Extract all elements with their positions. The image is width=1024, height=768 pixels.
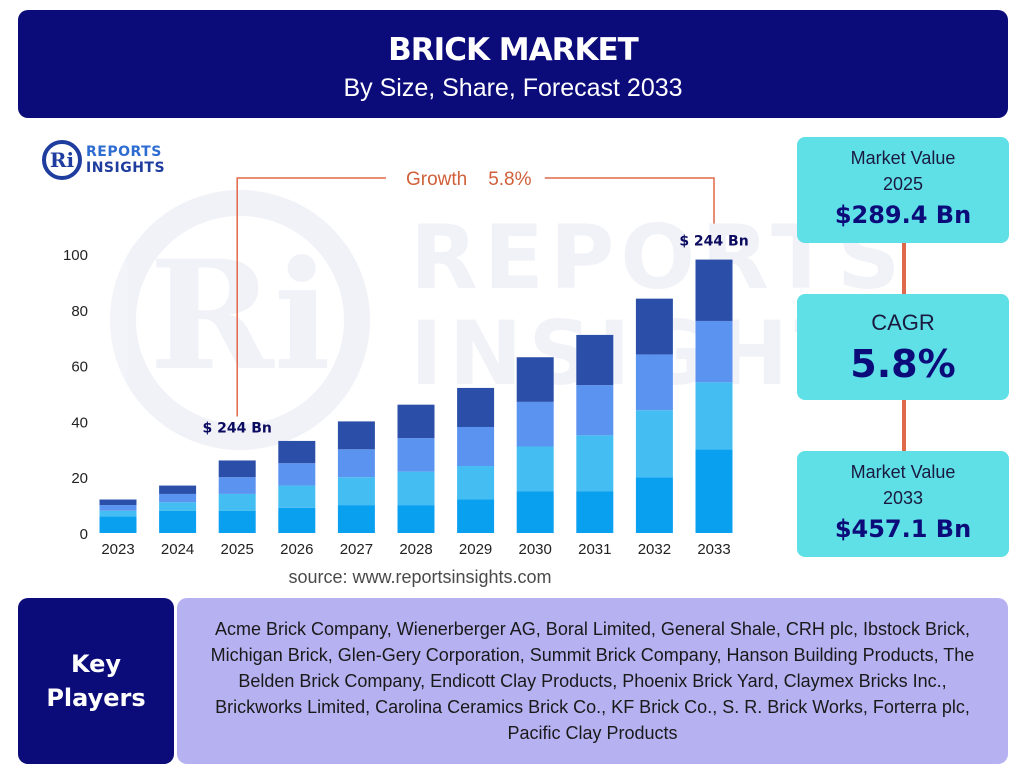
bar-segment xyxy=(159,510,197,533)
bar-segment xyxy=(397,404,435,439)
y-tick-label: 60 xyxy=(71,359,88,376)
logo-line2: INSIGHTS xyxy=(86,160,166,176)
bar-segment xyxy=(159,493,197,503)
bar-segment xyxy=(516,491,554,533)
bar-segment xyxy=(218,460,256,478)
card-label: CAGR xyxy=(871,310,935,335)
y-tick-label: 0 xyxy=(80,526,88,543)
market-value-2033-card: Market Value 2033 $457.1 Bn xyxy=(797,451,1009,557)
card-connector xyxy=(902,243,906,294)
bar-segment xyxy=(576,491,614,533)
page-subtitle: By Size, Share, Forecast 2033 xyxy=(343,74,683,102)
bar-segment xyxy=(99,510,137,517)
brand-logo: Ri REPORTS INSIGHTS xyxy=(42,140,165,180)
bar-segment xyxy=(457,499,495,533)
bar-segment xyxy=(397,505,435,533)
y-tick-label: 40 xyxy=(71,414,88,431)
bar-segment xyxy=(457,387,495,427)
bar-segment xyxy=(635,477,673,533)
card-label-line2: 2025 xyxy=(882,174,924,194)
card-label-line2: 2033 xyxy=(882,488,924,508)
bar-segment xyxy=(218,510,256,533)
bar-segment xyxy=(516,357,554,402)
bar-segment xyxy=(695,449,733,533)
source-caption: source: www.reportsinsights.com xyxy=(288,567,552,587)
bar-segment xyxy=(278,507,316,533)
bar-segment xyxy=(337,477,375,506)
bar-segment xyxy=(218,493,256,511)
bar-segment xyxy=(457,426,495,467)
y-tick-label: 100 xyxy=(63,247,88,264)
x-tick-label: 2023 xyxy=(101,541,134,558)
card-label-line1: Market Value xyxy=(850,462,956,482)
growth-bracket-right xyxy=(544,177,715,224)
y-tick-label: 20 xyxy=(71,470,88,487)
bar-segment xyxy=(516,446,554,492)
bar-segment xyxy=(278,463,316,486)
key-players-list: Acme Brick Company, Wienerberger AG, Bor… xyxy=(177,598,1008,764)
end-value-label: $ 244 Bn xyxy=(679,234,748,250)
card-connector xyxy=(902,400,906,451)
x-tick-label: 2028 xyxy=(399,541,432,558)
x-tick-label: 2032 xyxy=(638,541,671,558)
bar-segment xyxy=(576,385,614,436)
bar-segment xyxy=(99,499,137,506)
bar-segment xyxy=(695,320,733,383)
card-value: $289.4 Bn xyxy=(834,201,972,229)
bar-chart: 0 20 40 60 80 100 2023 2024 2025 2026 2027 2028 2029… xyxy=(63,169,749,558)
start-value-label: $ 244 Bn xyxy=(203,420,272,436)
bar-segment xyxy=(397,438,435,472)
bar-segment xyxy=(99,505,137,511)
bar-segment xyxy=(278,440,316,464)
growth-label: Growth xyxy=(406,169,467,190)
cagr-card: CAGR 5.8% xyxy=(797,294,1009,400)
market-value-2025-card: Market Value 2025 $289.4 Bn xyxy=(797,137,1009,243)
logo-icon: Ri xyxy=(42,140,82,180)
y-tick-label: 80 xyxy=(71,303,88,320)
x-tick-label: 2026 xyxy=(280,541,313,558)
key-players-heading: Key Players xyxy=(18,598,174,764)
bar-segment xyxy=(457,466,495,500)
key-players-heading-line2: Players xyxy=(46,684,146,712)
bar-segment xyxy=(159,485,197,494)
growth-bracket-left xyxy=(236,177,386,417)
bar-segment xyxy=(99,516,137,533)
logo-text: REPORTS INSIGHTS xyxy=(86,144,165,176)
bar-segment xyxy=(337,421,375,450)
bar-segment xyxy=(635,410,673,478)
bar-segment xyxy=(337,505,375,533)
card-value: $457.1 Bn xyxy=(834,515,972,543)
x-tick-label: 2024 xyxy=(161,541,194,558)
x-tick-label: 2025 xyxy=(221,541,254,558)
x-tick-label: 2033 xyxy=(697,541,730,558)
bar-segment xyxy=(218,477,256,494)
bar-segment xyxy=(635,298,673,355)
growth-value: 5.8% xyxy=(488,169,531,190)
bar-segment xyxy=(695,259,733,321)
logo-line1: REPORTS xyxy=(86,144,162,160)
key-players-text: Acme Brick Company, Wienerberger AG, Bor… xyxy=(210,619,975,743)
bar-segment xyxy=(695,382,733,450)
x-tick-label: 2030 xyxy=(519,541,552,558)
bar-segment xyxy=(576,435,614,492)
header-banner: BRICK MARKET By Size, Share, Forecast 20… xyxy=(18,10,1008,118)
key-players-heading-line1: Key xyxy=(70,650,122,678)
card-value: 5.8% xyxy=(850,342,956,386)
card-label-line1: Market Value xyxy=(850,148,956,168)
page-title: BRICK MARKET xyxy=(388,32,639,68)
bar-segment xyxy=(397,471,435,506)
x-tick-label: 2031 xyxy=(578,541,611,558)
bar-segment xyxy=(278,485,316,508)
bar-segment xyxy=(516,401,554,447)
bar-segment xyxy=(159,502,197,511)
x-tick-label: 2029 xyxy=(459,541,492,558)
bar-segment xyxy=(337,449,375,478)
x-tick-label: 2027 xyxy=(340,541,373,558)
bar-segment xyxy=(576,334,614,386)
bar-segment xyxy=(635,354,673,411)
